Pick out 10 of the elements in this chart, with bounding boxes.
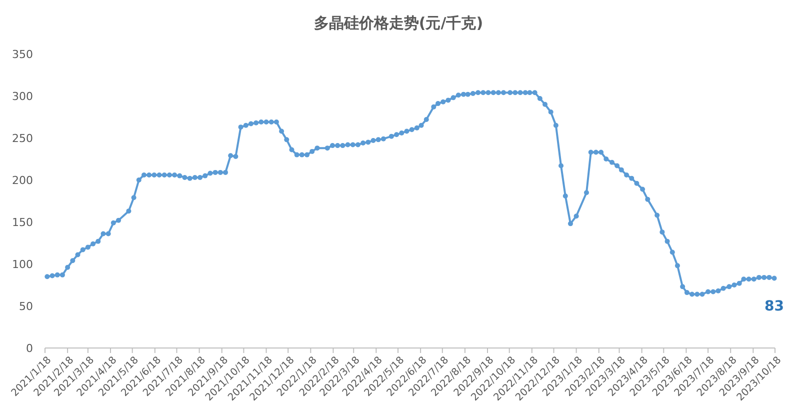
y-tick-label: 50 — [19, 300, 33, 313]
y-tick-label: 0 — [26, 342, 33, 355]
y-tick-label: 250 — [12, 132, 33, 145]
y-tick-label: 100 — [12, 258, 33, 271]
y-tick-label: 150 — [12, 216, 33, 229]
y-tick-label: 350 — [12, 48, 33, 61]
y-tick-label: 300 — [12, 90, 33, 103]
y-tick-label: 200 — [12, 174, 33, 187]
chart-title: 多晶硅价格走势(元/千克) — [314, 14, 484, 32]
annotation: 83 — [764, 298, 784, 314]
